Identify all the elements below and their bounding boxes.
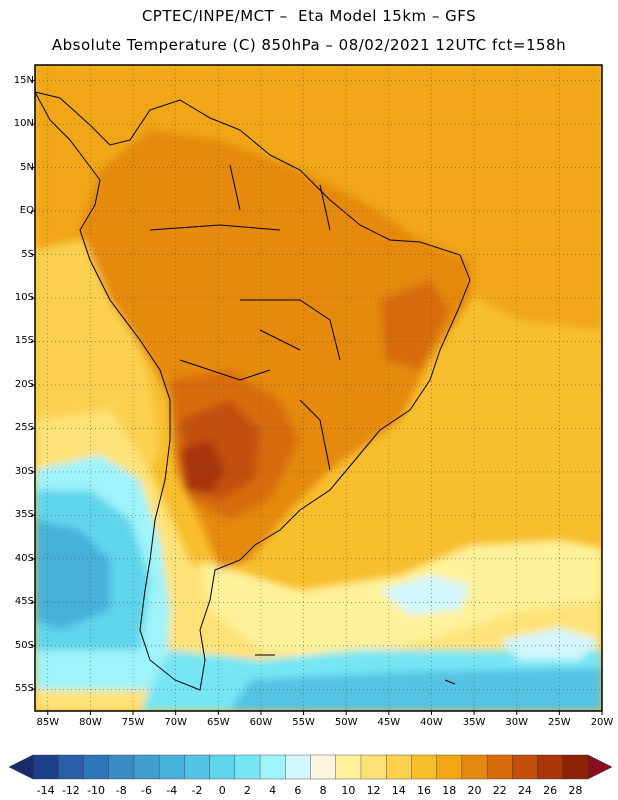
lat-label: 45S — [14, 596, 34, 608]
colorbar-swatch — [461, 754, 488, 780]
colorbar-label: 16 — [417, 784, 432, 797]
lat-label: 5N — [20, 161, 34, 173]
axis-ticks — [31, 80, 603, 715]
lat-label: EQ — [19, 205, 34, 217]
colorbar-swatch — [411, 754, 438, 780]
colorbar-label: -8 — [115, 784, 127, 797]
colorbar-label: 4 — [269, 784, 277, 797]
colorbar-label: 28 — [568, 784, 583, 797]
colorbar-label: 20 — [467, 784, 482, 797]
colorbar-swatch — [158, 754, 185, 780]
colorbar-swatch — [436, 754, 463, 780]
lon-label: 55W — [292, 717, 315, 728]
field-band-0-2-south — [230, 668, 602, 711]
lon-label: 60W — [249, 717, 273, 728]
lat-label: 5S — [21, 248, 34, 260]
colorbar-label: 8 — [319, 784, 327, 797]
colorbar-label: -10 — [87, 784, 106, 797]
field-patch-northeast-22-24 — [380, 280, 450, 370]
colorbar-swatch — [562, 754, 589, 780]
colorbar-label: 22 — [492, 784, 507, 797]
colorbar-high-arrow — [587, 754, 613, 780]
colorbar-swatch — [58, 754, 84, 780]
field-continent-20-22 — [80, 130, 470, 570]
colorbar-label: 10 — [341, 784, 356, 797]
field-patch-6-8 — [380, 575, 470, 615]
colorbar-swatch — [259, 754, 286, 780]
colorbar-swatch — [133, 754, 160, 780]
lat-label: 10S — [14, 292, 34, 303]
map-frame — [34, 64, 603, 712]
lat-lon-grid — [35, 65, 603, 711]
colorbar-swatch — [335, 754, 362, 780]
colorbar-swatch — [108, 754, 135, 780]
colorbar-swatch — [83, 754, 110, 780]
colorbar-label: 24 — [517, 784, 532, 797]
temperature-field — [35, 65, 602, 711]
colorbar-label: -6 — [141, 784, 152, 797]
lon-label: 70W — [164, 717, 187, 728]
field-patch-6-8-b — [500, 628, 600, 660]
colorbar-label: -12 — [61, 784, 80, 797]
lon-label: 50W — [334, 717, 358, 728]
lon-label: 85W — [36, 717, 60, 728]
field-band-12-14 — [35, 410, 602, 711]
colorbar-label: 0 — [218, 784, 226, 797]
colorbar-label: 18 — [442, 784, 457, 797]
colorbar-low-arrow — [8, 754, 34, 780]
colorbar-label: 26 — [543, 784, 558, 797]
south-america-outline — [35, 91, 471, 691]
country-borders — [149, 164, 341, 471]
lon-label: 20W — [590, 717, 614, 728]
lon-label: 30W — [505, 717, 529, 728]
colorbar-label: 6 — [294, 784, 302, 797]
chart-subtitle: Absolute Temperature (C) 850hPa – 08/02/… — [51, 36, 567, 54]
lat-label: 50S — [14, 639, 34, 651]
lat-label: 15N — [13, 74, 34, 86]
field-core-26-28 — [180, 440, 225, 495]
lat-label: 20S — [14, 378, 34, 390]
colorbar-swatch — [285, 754, 312, 780]
colorbar-swatch — [32, 754, 59, 780]
lon-label: 80W — [79, 717, 102, 728]
lon-label: 25W — [548, 717, 571, 728]
colorbar-label: -4 — [166, 784, 178, 797]
chart-title: CPTEC/INPE/MCT – Eta Model 15km – GFS — [141, 7, 477, 25]
islands — [255, 654, 456, 685]
colorbar-swatch — [209, 754, 236, 780]
colorbar-swatch — [360, 754, 387, 780]
lon-label: 65W — [207, 717, 230, 728]
lat-label: 55S — [14, 683, 34, 695]
colorbar-swatch — [234, 754, 261, 780]
lat-label: 35S — [14, 509, 34, 521]
colorbar-swatch — [184, 754, 211, 780]
colorbar-swatch — [310, 754, 337, 780]
lat-label: 25S — [14, 422, 34, 434]
lon-label: 40W — [420, 717, 443, 728]
lon-label: 35W — [462, 717, 486, 728]
colorbar-label: 12 — [366, 784, 381, 797]
colorbar-swatch — [486, 754, 513, 780]
colorbar — [8, 754, 613, 780]
lon-label: 75W — [121, 717, 145, 728]
colorbar-swatch — [385, 754, 412, 780]
colorbar-swatch — [537, 754, 564, 780]
lat-label: 10N — [13, 118, 34, 130]
colorbar-label: -2 — [191, 784, 203, 797]
lat-label: 15S — [14, 335, 34, 347]
lat-label: 30S — [14, 465, 34, 477]
colorbar-swatch — [512, 754, 539, 780]
coastline — [35, 91, 471, 691]
colorbar-label: 14 — [391, 784, 406, 797]
colorbar-label: 2 — [243, 784, 251, 797]
lon-label: 45W — [377, 717, 401, 728]
lat-label: 40S — [14, 552, 34, 564]
colorbar-label: -14 — [36, 784, 55, 797]
